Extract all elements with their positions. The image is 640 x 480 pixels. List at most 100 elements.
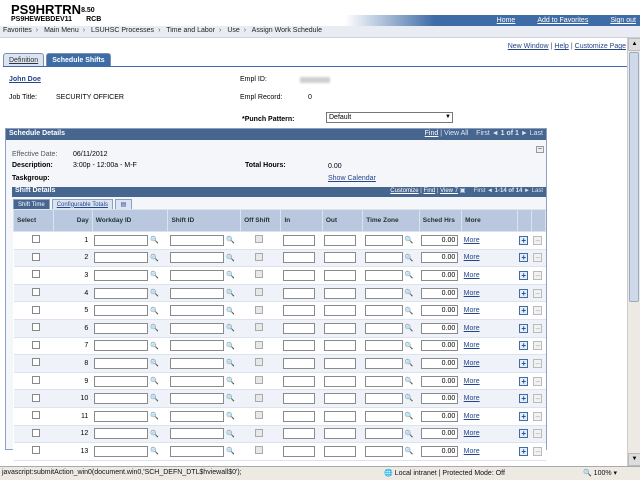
off-shift-checkbox[interactable]	[254, 288, 263, 297]
delete-row-icon[interactable]: –	[533, 341, 543, 351]
select-checkbox[interactable]	[31, 252, 40, 261]
search-icon[interactable]: 🔍	[225, 289, 235, 297]
search-icon[interactable]: 🔍	[404, 342, 414, 350]
search-icon[interactable]: 🔍	[150, 307, 159, 315]
workday-id-input[interactable]	[94, 340, 149, 352]
out-input[interactable]	[324, 393, 357, 405]
in-input[interactable]	[282, 269, 315, 281]
next-icon[interactable]: ►	[520, 130, 528, 137]
shift-id-input[interactable]	[169, 305, 224, 317]
select-checkbox[interactable]	[31, 305, 40, 314]
select-checkbox[interactable]	[31, 358, 40, 367]
scroll-down-icon[interactable]: ▼	[628, 453, 640, 466]
off-shift-checkbox[interactable]	[254, 428, 263, 437]
shift-id-input[interactable]	[169, 445, 224, 457]
home-link[interactable]: Home	[496, 17, 516, 24]
time-zone-input[interactable]	[364, 340, 403, 352]
delete-row-icon[interactable]: –	[533, 270, 543, 280]
in-input[interactable]	[282, 428, 315, 440]
workday-id-input[interactable]	[94, 357, 149, 369]
search-icon[interactable]: 🔍	[225, 377, 235, 385]
in-input[interactable]	[282, 340, 315, 352]
shift-id-input[interactable]	[169, 410, 224, 422]
scroll-thumb[interactable]	[629, 52, 639, 302]
shift-id-input[interactable]	[169, 322, 224, 334]
time-zone-input[interactable]	[364, 234, 403, 246]
more-link[interactable]: More	[463, 289, 480, 297]
search-icon[interactable]: 🔍	[150, 254, 159, 262]
out-input[interactable]	[324, 269, 357, 281]
sched-hrs-input[interactable]: 0.00	[421, 322, 459, 334]
time-zone-input[interactable]	[364, 287, 403, 299]
sched-hrs-input[interactable]: 0.00	[421, 428, 459, 440]
find-link[interactable]: Find	[424, 130, 439, 137]
select-checkbox[interactable]	[31, 446, 40, 455]
in-input[interactable]	[282, 252, 315, 264]
shift-id-input[interactable]	[169, 252, 224, 264]
workday-id-input[interactable]	[94, 252, 149, 264]
off-shift-checkbox[interactable]	[254, 376, 263, 385]
time-zone-input[interactable]	[364, 269, 403, 281]
tab-definition[interactable]: Definition	[3, 53, 45, 66]
more-link[interactable]: More	[463, 271, 480, 279]
search-icon[interactable]: 🔍	[404, 430, 414, 438]
add-row-icon[interactable]: +	[519, 429, 529, 439]
view-all[interactable]: View All	[444, 130, 469, 137]
workday-id-input[interactable]	[94, 393, 149, 405]
punch-pattern-select[interactable]: Default ▼	[326, 112, 453, 123]
search-icon[interactable]: 🔍	[404, 448, 414, 456]
search-icon[interactable]: 🔍	[150, 272, 159, 280]
customize-link[interactable]: Customize	[390, 188, 419, 194]
search-icon[interactable]: 🔍	[150, 377, 159, 385]
off-shift-checkbox[interactable]	[254, 358, 263, 367]
out-input[interactable]	[324, 375, 357, 387]
search-icon[interactable]: 🔍	[404, 413, 414, 421]
collapse-icon[interactable]: –	[536, 146, 544, 153]
search-icon[interactable]: 🔍	[404, 237, 414, 245]
breadcrumb-use[interactable]: Use	[227, 27, 240, 34]
sched-hrs-input[interactable]: 0.00	[421, 269, 459, 281]
workday-id-input[interactable]	[94, 305, 149, 317]
sched-hrs-input[interactable]: 0.00	[421, 305, 459, 317]
out-input[interactable]	[324, 234, 357, 246]
search-icon[interactable]: 🔍	[225, 395, 235, 403]
add-row-icon[interactable]: +	[519, 341, 529, 351]
more-link[interactable]: More	[463, 254, 480, 262]
tab-shift-time[interactable]: Shift Time	[13, 199, 50, 209]
delete-row-icon[interactable]: –	[533, 429, 543, 439]
search-icon[interactable]: 🔍	[150, 289, 159, 297]
sign-out-link[interactable]: Sign out	[610, 17, 636, 24]
show-calendar-link[interactable]: Show Calendar	[328, 175, 376, 182]
search-icon[interactable]: 🔍	[225, 448, 235, 456]
sched-hrs-input[interactable]: 0.00	[421, 252, 459, 264]
out-input[interactable]	[324, 252, 357, 264]
search-icon[interactable]: 🔍	[404, 360, 414, 368]
prev-icon[interactable]: ◄	[491, 130, 499, 137]
delete-row-icon[interactable]: –	[533, 376, 543, 386]
in-input[interactable]	[282, 375, 315, 387]
search-icon[interactable]: 🔍	[150, 448, 159, 456]
search-icon[interactable]: 🔍	[150, 395, 159, 403]
out-input[interactable]	[324, 340, 357, 352]
shift-id-input[interactable]	[169, 269, 224, 281]
search-icon[interactable]: 🔍	[225, 272, 235, 280]
shift-id-input[interactable]	[169, 375, 224, 387]
first-link[interactable]: First	[476, 130, 490, 137]
workday-id-input[interactable]	[94, 445, 149, 457]
tab-schedule-shifts[interactable]: Schedule Shifts	[46, 53, 111, 66]
delete-row-icon[interactable]: –	[533, 306, 543, 316]
shift-last-link[interactable]: Last	[531, 188, 543, 194]
customize-page-link[interactable]: Customize Page	[574, 43, 626, 50]
out-input[interactable]	[324, 428, 357, 440]
add-row-icon[interactable]: +	[519, 253, 529, 263]
shift-find-link[interactable]: Find	[423, 188, 436, 194]
add-row-icon[interactable]: +	[519, 411, 529, 421]
select-checkbox[interactable]	[31, 323, 40, 332]
search-icon[interactable]: 🔍	[225, 254, 235, 262]
shift-id-input[interactable]	[169, 357, 224, 369]
sched-hrs-input[interactable]: 0.00	[421, 393, 459, 405]
more-link[interactable]: More	[463, 236, 480, 244]
delete-row-icon[interactable]: –	[533, 235, 543, 245]
search-icon[interactable]: 🔍	[404, 395, 414, 403]
new-window-link[interactable]: New Window	[507, 43, 549, 50]
